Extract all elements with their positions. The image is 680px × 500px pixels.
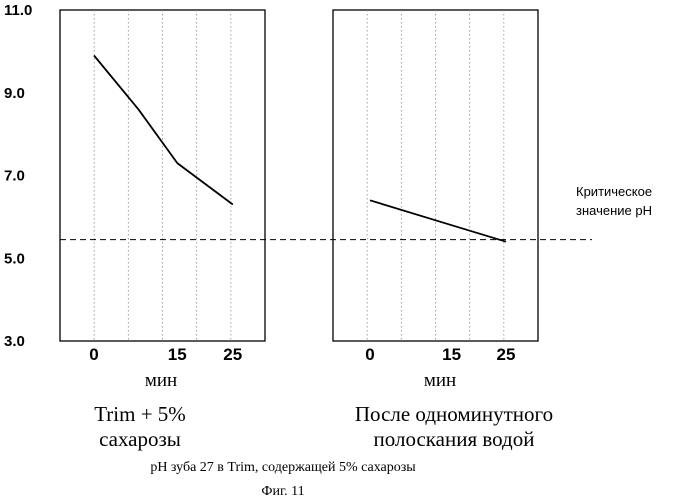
panel-1-x-tick-label: 15: [168, 345, 187, 364]
panel-2-ph-line: [370, 200, 506, 241]
threshold-label-line-1: Критическое: [576, 184, 652, 199]
y-tick-label: 11.0: [4, 2, 32, 19]
figure-caption: pH зуба 27 в Trim, содержащей 5% сахароз…: [150, 460, 416, 475]
y-tick-label: 7.0: [4, 168, 25, 185]
y-axis-ticks: 11.0 9.0 7.0 5.0 3.0: [4, 2, 32, 350]
panel-2-subtitle-line-2: полоскания водой: [374, 427, 535, 451]
panel-1-grid: [94, 10, 231, 341]
panel-2-x-tick-label: 15: [442, 345, 461, 364]
figure-label: Фиг. 11: [261, 484, 304, 499]
panel-1-x-tick-label: 0: [89, 345, 98, 364]
panel-2-x-tick-label: 25: [497, 345, 516, 364]
panel-1-x-label: мин: [145, 370, 177, 391]
panel-1-subtitle-line-1: Trim + 5%: [94, 402, 186, 426]
y-tick-label: 9.0: [4, 85, 25, 102]
panel-1-x-tick-label: 25: [223, 345, 242, 364]
panel-1-x-ticks: 0 15 25: [89, 345, 242, 364]
panel-2-grid: [367, 10, 504, 341]
panel-2-subtitle-line-1: После одноминутного: [355, 402, 553, 426]
panel-2-x-tick-label: 0: [365, 345, 374, 364]
panel-2-x-label: мин: [424, 370, 456, 391]
y-tick-label: 3.0: [4, 333, 25, 350]
y-tick-label: 5.0: [4, 250, 25, 267]
threshold-label-line-2: значение pH: [576, 203, 652, 218]
panel-1-subtitle-line-2: сахарозы: [99, 427, 181, 451]
panel-2-x-ticks: 0 15 25: [365, 345, 515, 364]
panel-1-ph-line: [94, 56, 233, 205]
